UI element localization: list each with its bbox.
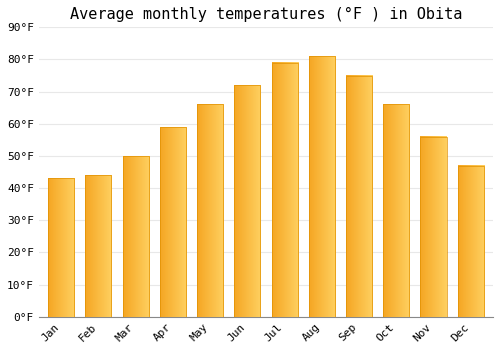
Bar (346, 76, 372, 317)
Bar (420, 136, 446, 317)
Bar (458, 166, 483, 317)
Bar (122, 156, 148, 317)
Bar (383, 105, 409, 317)
Bar (48, 178, 74, 317)
Bar (160, 127, 186, 317)
Bar (86, 175, 112, 317)
Bar (308, 56, 335, 317)
Title: Average monthly temperatures (°F ) in Obita: Average monthly temperatures (°F ) in Ob… (70, 7, 462, 22)
Bar (197, 105, 223, 317)
Bar (234, 85, 260, 317)
Bar (272, 63, 297, 317)
